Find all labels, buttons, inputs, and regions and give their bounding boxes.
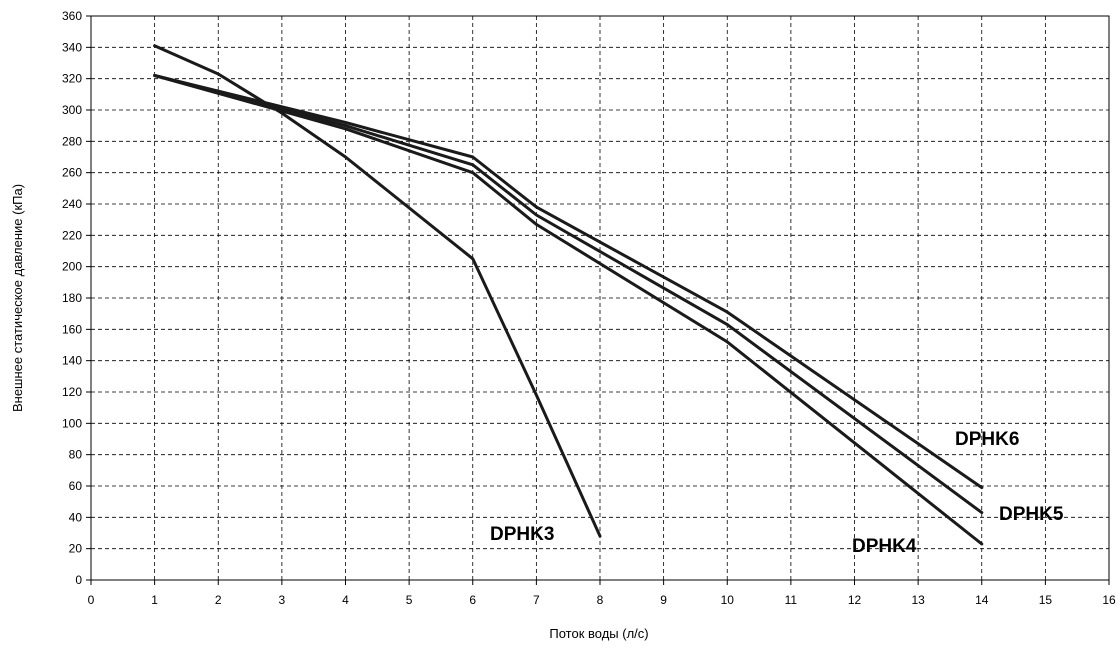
series-label-dphk6: DPHK6 [955,429,1019,450]
y-tick-label: 40 [69,510,83,524]
y-tick-label: 340 [62,40,82,54]
x-tick-label: 14 [975,593,989,607]
x-tick-label: 11 [785,593,798,607]
series-line-dphk4 [153,74,984,546]
y-tick-label: 120 [62,385,82,399]
x-tick-label: 13 [911,593,925,607]
y-tick-label: 160 [62,322,82,336]
series-line-dphk6 [153,74,984,490]
y-tick-label: 180 [62,291,82,305]
x-tick-label: 12 [848,593,862,607]
x-tick-label: 6 [469,593,476,607]
series-line-dphk5 [153,74,984,515]
y-tick-label: 80 [69,448,83,462]
series-label-dphk3: DPHK3 [490,524,554,545]
y-axis-ticks: 0 20 40 60 80 100 120 140 160 180 200 220 240 260 280 3… [62,9,91,587]
y-tick-label: 300 [62,103,82,117]
x-tick-label: 2 [215,593,222,607]
x-axis-title: Поток воды (л/с) [549,626,648,641]
y-tick-label: 220 [62,228,82,242]
x-tick-label: 7 [533,593,540,607]
y-tick-label: 100 [62,416,82,430]
y-tick-label: 240 [62,197,82,211]
x-tick-label: 8 [597,593,604,607]
y-tick-label: 320 [62,72,82,86]
x-tick-label: 3 [279,593,286,607]
series-label-dphk4: DPHK4 [852,536,917,557]
x-tick-label: 16 [1102,593,1116,607]
y-tick-label: 0 [75,573,82,587]
y-axis-title: Внешнее статическое давление (кПа) [10,184,25,412]
y-tick-label: 60 [69,479,83,493]
y-tick-label: 280 [62,134,82,148]
y-tick-label: 140 [62,354,82,368]
x-tick-label: 5 [406,593,413,607]
x-tick-label: 1 [151,593,158,607]
series-labels: DPHK3 DPHK4 DPHK5 DPHK6 [490,429,1064,557]
x-axis-ticks: 0 1 2 3 4 5 6 7 8 9 10 11 12 13 14 15 16 [88,580,1116,607]
y-tick-label: 200 [62,260,82,274]
plot-frame [90,15,1110,581]
y-tick-label: 360 [62,9,82,23]
series-line-dphk3 [153,44,602,538]
x-tick-label: 4 [342,593,349,607]
y-tick-label: 260 [62,166,82,180]
x-tick-label: 0 [88,593,95,607]
x-tick-label: 10 [721,593,735,607]
x-tick-label: 9 [660,593,667,607]
y-tick-label: 20 [69,542,83,556]
x-tick-label: 15 [1039,593,1053,607]
series-label-dphk5: DPHK5 [999,504,1064,525]
series-lines [153,44,984,546]
